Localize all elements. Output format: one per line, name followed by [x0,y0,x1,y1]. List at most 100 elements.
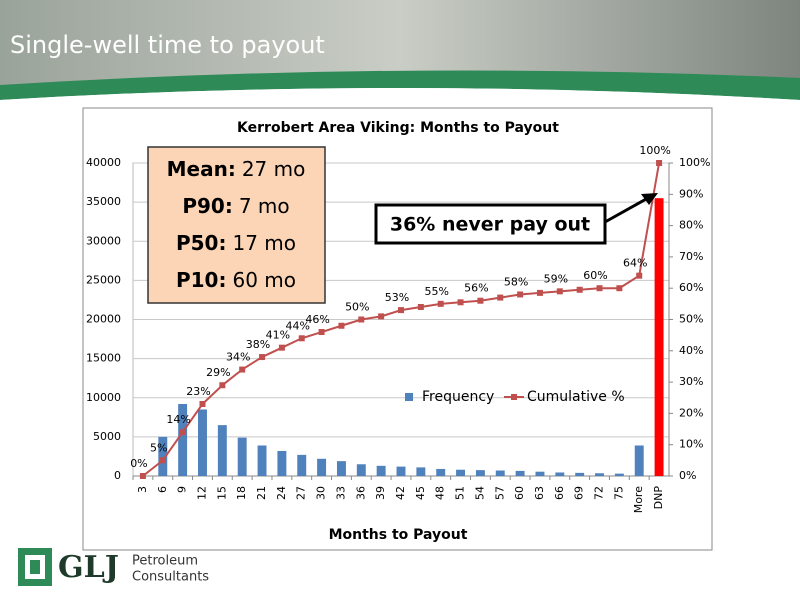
data-label: 38% [246,338,270,351]
bar [277,450,287,476]
callout-arrowhead [641,193,658,205]
stat: Mean: 27 mo [167,157,306,181]
x-tick-label: 42 [394,486,407,500]
line-marker [477,297,484,304]
bar [217,425,227,476]
x-tick-label: 66 [553,486,566,500]
bar [654,198,664,476]
stat-value: 17 mo [232,231,296,255]
x-tick-label: 33 [334,486,347,500]
bar [237,437,247,476]
x-axis-title: Months to Payout [329,527,468,543]
data-label: 34% [226,351,250,364]
y2-tick-label: 20% [679,406,703,419]
bar [456,469,466,476]
stat-label: P50: [176,231,227,255]
stat-label: P10: [176,268,227,292]
data-label: 23% [186,385,210,398]
bar [595,473,604,476]
y-tick-label: 15000 [86,352,121,365]
bar [178,404,188,476]
x-tick-label: 12 [195,486,208,500]
bar [436,468,446,476]
bar [336,461,346,476]
bar [416,467,426,476]
line-marker [159,457,166,464]
x-tick-label: 51 [454,486,467,500]
logo-line: Petroleum [132,554,198,569]
bar [257,445,267,476]
data-label: 50% [345,301,369,314]
bar [396,466,406,476]
line-marker [278,344,285,351]
x-tick-label: 36 [354,486,367,500]
legend-swatch [405,393,413,401]
line-marker [139,473,146,479]
x-tick-label: 27 [295,486,308,500]
x-tick-label: 57 [493,486,506,500]
x-tick-label: 18 [235,486,248,500]
data-label: 59% [544,272,568,285]
x-tick-label: 15 [215,486,228,500]
line-marker [298,335,305,342]
x-tick-label: 54 [473,486,486,500]
data-label: 56% [464,282,488,295]
line-marker [417,303,424,310]
bar [614,473,624,476]
logo-mark: GLJ [58,550,119,585]
bar [575,472,585,476]
y-tick-label: 20000 [86,313,121,326]
x-tick-label: 30 [315,486,328,500]
callout-box [374,203,607,245]
x-tick-label: 3 [136,486,149,493]
data-label: 41% [266,329,290,342]
legend-swatch [511,394,517,400]
bar [535,471,545,476]
x-tick-label: 21 [255,486,268,500]
y-tick-label: 30000 [86,234,121,247]
data-label: 44% [286,319,310,332]
stat-value: 27 mo [242,157,306,181]
y-tick-label: 10000 [86,391,121,404]
line-marker [556,288,563,295]
stat-label: Mean: [167,157,236,181]
y-tick-label: 0 [114,469,121,482]
bar [356,464,366,476]
y2-tick-label: 80% [679,219,703,232]
bar [475,470,485,476]
data-label: 64% [623,257,647,270]
banner-swoosh [0,70,800,100]
data-label: 55% [424,285,448,298]
line-marker [596,285,603,292]
bar [317,458,327,476]
y2-tick-label: 90% [679,187,703,200]
bar [555,472,565,476]
bar [376,465,386,476]
y-tick-label: 25000 [86,273,121,286]
line-marker [199,401,206,408]
line-marker [536,289,543,296]
x-tick-label: More [632,486,645,514]
line-marker [259,354,266,361]
data-label: 60% [583,269,607,282]
stat: P10: 60 mo [176,268,296,292]
y2-tick-label: 60% [679,281,703,294]
line-marker [616,285,623,292]
chart-title: Kerrobert Area Viking: Months to Payout [237,120,559,136]
callout: 36% never pay out [390,214,590,236]
y2-tick-label: 50% [679,313,703,326]
y-tick-label: 35000 [86,195,121,208]
line-marker [219,382,226,389]
banner-edge [0,88,800,110]
y2-tick-label: 100% [679,156,710,169]
stats-box [147,146,326,304]
stat-label: P90: [182,194,233,218]
line-marker [318,329,325,336]
line-marker [179,429,186,436]
y2-tick-label: 10% [679,438,703,451]
y-tick-label: 40000 [86,156,121,169]
bar [495,470,505,476]
